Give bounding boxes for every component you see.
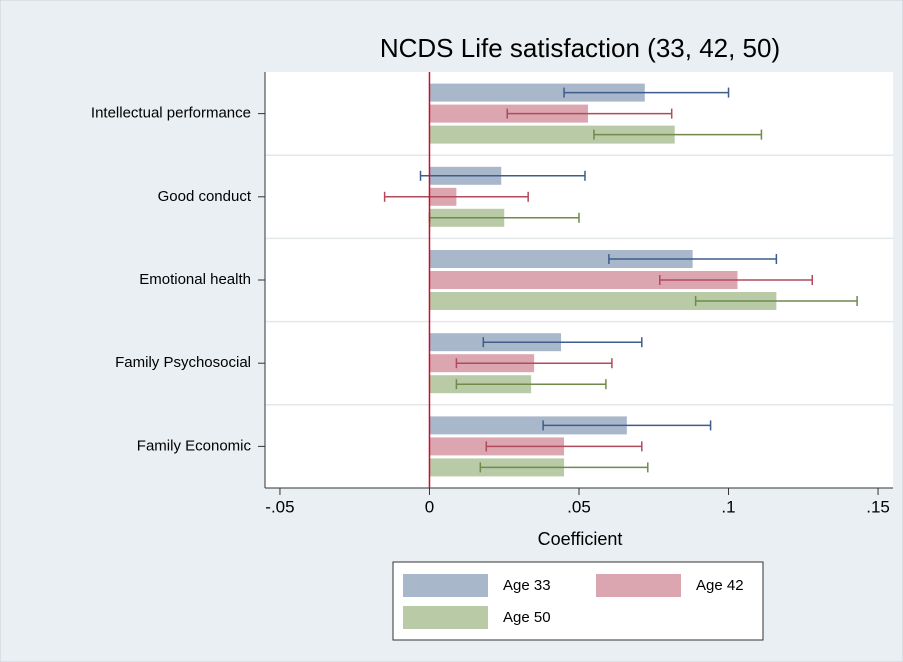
error-bar	[455, 358, 613, 369]
y-tick-label: Family Economic	[137, 437, 252, 454]
y-tick-label: Family Psychosocial	[115, 354, 251, 371]
legend-label: Age 33	[503, 577, 551, 594]
bar	[429, 416, 627, 435]
legend-swatch	[403, 574, 488, 597]
error-bar	[506, 108, 673, 119]
bar	[429, 83, 645, 102]
error-bar	[658, 275, 814, 285]
error-bar	[383, 191, 529, 202]
error-bar	[542, 420, 712, 431]
error-bar	[482, 337, 643, 348]
y-tick-label: Good conduct	[158, 188, 252, 205]
x-tick-label: .15	[866, 497, 890, 516]
x-axis-label: Coefficient	[538, 529, 623, 549]
error-bar	[455, 379, 607, 390]
x-tick-label: .05	[567, 497, 591, 516]
y-tick-label: Emotional health	[139, 271, 251, 288]
x-tick-label: -.05	[265, 497, 294, 516]
error-bar	[485, 441, 643, 452]
legend-label: Age 50	[503, 609, 551, 626]
error-bar	[608, 254, 778, 264]
bar	[429, 125, 675, 144]
x-tick-label: .1	[721, 497, 735, 516]
y-tick-label: Intellectual performance	[91, 105, 251, 122]
error-bar	[563, 87, 730, 98]
x-tick-label: 0	[425, 497, 434, 516]
bar	[429, 292, 777, 310]
bar	[429, 250, 693, 268]
error-bar	[419, 170, 586, 181]
legend-swatch	[596, 574, 681, 597]
error-bar	[479, 462, 649, 473]
legend-swatch	[403, 606, 488, 629]
legend-label: Age 42	[696, 577, 744, 594]
error-bar	[593, 129, 763, 140]
chart-title: NCDS Life satisfaction (33, 42, 50)	[380, 33, 780, 63]
error-bar	[694, 296, 858, 306]
